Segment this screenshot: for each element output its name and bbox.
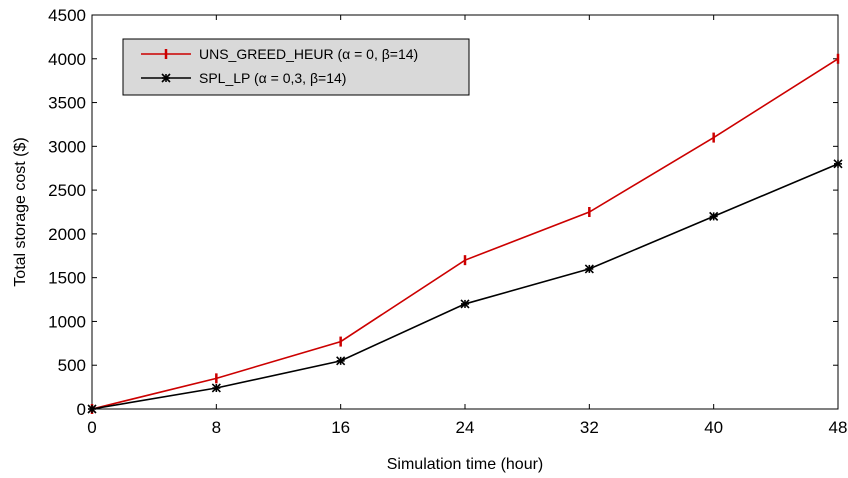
marker-stroke	[87, 404, 97, 414]
legend-label: SPL_LP (α = 0,3, β=14)	[199, 70, 346, 86]
legend-marker	[161, 73, 171, 83]
y-tick-label: 3000	[48, 137, 86, 156]
marker-stroke	[460, 299, 470, 309]
x-tick-label: 8	[212, 418, 221, 437]
y-tick-label: 3500	[48, 94, 86, 113]
marker-stroke	[833, 159, 843, 169]
y-tick-label: 2000	[48, 225, 86, 244]
x-tick-label: 48	[829, 418, 848, 437]
y-tick-label: 1500	[48, 269, 86, 288]
legend-items: UNS_GREED_HEUR (α = 0, β=14) SPL_LP (α = …	[141, 46, 418, 86]
data-point	[584, 264, 594, 274]
data-point	[709, 211, 719, 221]
x-axis-title: Simulation time (hour)	[387, 456, 544, 473]
marker-stroke	[709, 211, 719, 221]
x-tick-label: 40	[704, 418, 723, 437]
legend: UNS_GREED_HEUR (α = 0, β=14) SPL_LP (α = …	[122, 38, 470, 96]
y-tick-label: 2500	[48, 181, 86, 200]
marker-stroke	[161, 73, 171, 83]
axis-tick-labels: 0 8 16 24 32 40 48 0 500 1000 1500 2000 2500 3000 3500…	[48, 6, 847, 437]
x-tick-label: 24	[456, 418, 475, 437]
y-tick-label: 1000	[48, 312, 86, 331]
legend-item-1: SPL_LP (α = 0,3, β=14)	[141, 70, 346, 86]
marker-stroke	[336, 356, 346, 366]
x-tick-label: 16	[331, 418, 350, 437]
data-point	[87, 404, 97, 414]
data-point	[460, 299, 470, 309]
y-axis-title: Total storage cost ($)	[12, 137, 29, 286]
legend-item-0: UNS_GREED_HEUR (α = 0, β=14)	[141, 46, 418, 62]
x-tick-label: 0	[87, 418, 96, 437]
y-tick-label: 4500	[48, 6, 86, 25]
data-point	[211, 383, 221, 393]
y-tick-label: 0	[77, 400, 86, 419]
series-layer	[87, 53, 843, 414]
marker-stroke	[584, 264, 594, 274]
legend-label: UNS_GREED_HEUR (α = 0, β=14)	[199, 46, 418, 62]
y-tick-label: 4000	[48, 50, 86, 69]
y-tick-label: 500	[58, 356, 86, 375]
series-1	[87, 159, 843, 414]
marker-stroke	[211, 383, 221, 393]
data-point	[336, 356, 346, 366]
data-point	[833, 159, 843, 169]
x-tick-label: 32	[580, 418, 599, 437]
legend-box	[122, 38, 470, 96]
